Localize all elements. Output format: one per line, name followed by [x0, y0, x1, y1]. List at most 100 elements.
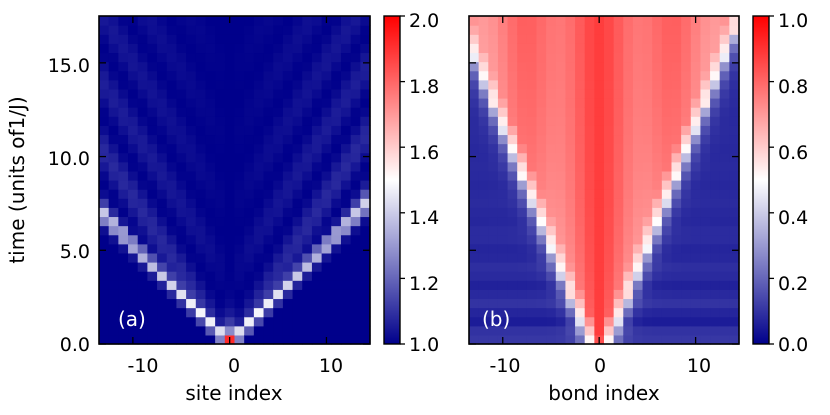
heatmap-cell [215, 161, 226, 172]
heatmap-cell [632, 316, 644, 327]
heatmap-cell [700, 16, 711, 26]
heatmap-cell [719, 262, 730, 272]
heatmap-cell [642, 52, 653, 63]
heatmap-cell [546, 25, 557, 35]
heatmap-cell [147, 152, 158, 163]
heatmap-cell [690, 298, 702, 309]
heatmap-cell [517, 116, 528, 126]
heatmap-cell [147, 189, 158, 199]
heatmap-cell [497, 225, 509, 236]
heatmap-cell [690, 88, 702, 99]
heatmap-cell [613, 143, 624, 154]
heatmap-cell [253, 161, 265, 172]
heatmap-cell [253, 25, 265, 35]
heatmap-cell [478, 298, 489, 309]
heatmap-cell [147, 280, 158, 290]
heatmap-cell [176, 307, 187, 318]
heatmap-cell [719, 143, 730, 154]
heatmap-cell [263, 280, 274, 290]
heatmap-cell [350, 216, 361, 227]
heatmap-cell [108, 88, 119, 99]
heatmap-cell [311, 25, 323, 35]
heatmap-cell [118, 271, 129, 281]
heatmap-cell [205, 271, 216, 281]
heatmap-cell [147, 289, 158, 300]
heatmap-cell [507, 243, 518, 254]
heatmap-cell [263, 316, 274, 327]
heatmap-cell [575, 43, 586, 54]
heatmap-cell [594, 61, 605, 72]
heatmap-cell [118, 79, 129, 90]
heatmap-cell [118, 143, 129, 154]
heatmap-cell [546, 16, 557, 26]
heatmap-cell [205, 216, 216, 227]
heatmap-cell [555, 289, 567, 300]
heatmap-cell [234, 243, 245, 254]
heatmap-cell [469, 70, 480, 81]
heatmap-cell [263, 334, 274, 345]
heatmap-cell [99, 98, 110, 108]
heatmap-cell [604, 289, 615, 300]
heatmap-cell [273, 307, 284, 318]
colorbar-a-ticks [400, 15, 405, 345]
heatmap-cell [331, 52, 342, 63]
heatmap-cell [253, 289, 265, 300]
heatmap-cell [623, 79, 634, 90]
heatmap-cell [729, 134, 740, 145]
heatmap-cell [613, 88, 624, 99]
heatmap-cell [263, 207, 274, 218]
heatmap-cell [331, 334, 342, 345]
heatmap-cell [584, 170, 595, 181]
heatmap-cell [224, 243, 236, 254]
heatmap-cell [99, 61, 110, 72]
heatmap-a [99, 16, 371, 345]
heatmap-cell [575, 289, 586, 300]
heatmap-cell [282, 170, 294, 181]
heatmap-cell [469, 198, 480, 208]
heatmap-cell [302, 316, 313, 327]
heatmap-cell [613, 289, 624, 300]
heatmap-cell [507, 189, 518, 199]
heatmap-cell [478, 316, 489, 327]
heatmap-cell [273, 216, 284, 227]
heatmap-cell [555, 225, 567, 236]
heatmap-cell [536, 334, 547, 345]
heatmap-cell [584, 180, 595, 190]
heatmap-cell [340, 334, 352, 345]
heatmap-cell [623, 262, 634, 272]
heatmap-cell [497, 307, 509, 318]
heatmap-cell [661, 25, 673, 35]
heatmap-cell [719, 271, 730, 281]
heatmap-cell [195, 262, 207, 272]
heatmap-cell [331, 125, 342, 136]
heatmap-cell [681, 43, 692, 54]
heatmap-cell [147, 43, 158, 54]
heatmap-cell [292, 207, 303, 218]
heatmap-cell [469, 307, 480, 318]
heatmap-cell [652, 125, 663, 136]
heatmap-cell [632, 116, 644, 126]
heatmap-cell [526, 307, 538, 318]
heatmap-cell [321, 161, 332, 172]
heatmap-cell [671, 98, 682, 108]
heatmap-cell [195, 189, 207, 199]
heatmap-cell [681, 262, 692, 272]
heatmap-cell [507, 234, 518, 245]
heatmap-cell [488, 316, 499, 327]
heatmap-cell [137, 161, 148, 172]
heatmap-cell [681, 198, 692, 208]
heatmap-cell [642, 207, 653, 218]
heatmap-cell [642, 125, 653, 136]
heatmap-cell [526, 98, 538, 108]
heatmap-cell [565, 161, 576, 172]
heatmap-cell [671, 180, 682, 190]
heatmap-cell [176, 152, 187, 163]
heatmap-cell [719, 25, 730, 35]
heatmap-cell [244, 271, 255, 281]
heatmap-cell [108, 79, 119, 90]
heatmap-cell [292, 180, 303, 190]
heatmap-cell [253, 61, 265, 72]
heatmap-cell [128, 170, 139, 181]
heatmap-cell [273, 70, 284, 81]
heatmap-cell [205, 298, 216, 309]
